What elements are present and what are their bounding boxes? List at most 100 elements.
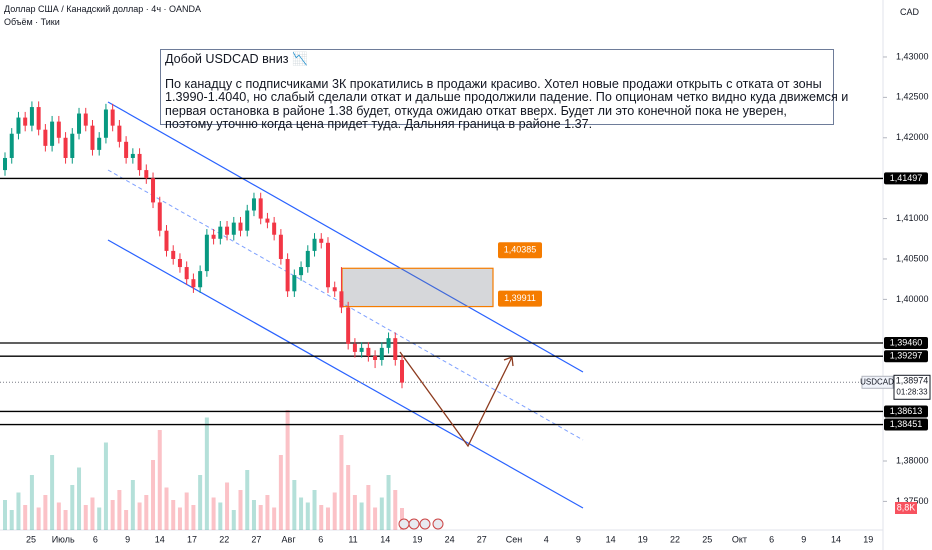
zone-label: 1,39911 [504,293,536,303]
volume-bar [130,480,135,530]
candle-body [386,338,391,348]
candle-body [70,133,75,158]
volume-bar [332,492,337,530]
volume-bar [204,417,209,530]
candle-body [191,279,196,288]
candle-body [278,234,283,259]
volume-bar [184,492,189,530]
x-tick-label: 19 [638,534,648,544]
volume-bar [231,510,236,530]
volume-last-label: 8,8K [897,502,916,512]
symbol-bg [861,375,894,389]
candle-body [124,141,129,158]
candle-body [3,157,7,171]
candle-body [157,202,162,231]
volume-bar [393,490,398,530]
volume-bar [386,475,391,530]
chart-title: Доллар США / Канадский доллар · 4ч · OAN… [4,4,202,14]
candle-body [319,238,324,243]
x-tick-label: 25 [702,534,712,544]
volume-bar [319,505,324,530]
volume-bar [278,455,283,530]
x-tick-label: 19 [412,534,422,544]
x-tick-label: Сен [506,534,523,544]
candle-body [312,238,317,251]
volume-bar [198,475,203,530]
level-label: 1,38613 [890,406,923,416]
zone-callout [498,290,542,307]
channel-mid [107,169,584,441]
volume-bar [151,460,156,530]
volume-pane [3,410,404,530]
last-price-label: 1,38974 [896,376,929,386]
volume-bar [90,497,95,530]
level-label: 1,41497 [890,173,923,183]
event-icons [398,518,444,530]
y-tick-label: 1,40500 [896,253,929,263]
candle-body [9,133,14,158]
candle-body [171,250,176,259]
volume-bar [63,510,68,530]
currency[interactable]: CAD [900,7,920,17]
note-line: первая остановка в районе 1.38 будет, от… [165,103,787,118]
event-icon [398,518,410,530]
candle-body [305,250,310,268]
candle-body [400,359,404,383]
note-title: Добой USDCAD вниз 📉 [165,52,308,66]
y-tick-label: 1,38000 [896,455,929,465]
candle-body [204,234,209,272]
chart-subtitle: Объём · Тики [4,17,60,27]
x-tick-label: 24 [445,534,455,544]
countdown-label: 01:28:33 [896,387,928,396]
candle-body [299,267,304,276]
volume-bar [70,485,75,530]
volume-bar [9,510,14,530]
y-tick-label: 1,41000 [896,213,929,223]
zone-label: 1,40385 [504,245,537,255]
x-tick-label: 14 [380,534,390,544]
candle-body [151,178,156,203]
level-label: 1,38451 [890,419,923,429]
x-tick-label: 6 [318,534,323,544]
candle-body [339,291,344,308]
level-label: 1,39297 [890,351,923,361]
volume-bar [379,497,384,530]
candle-body [272,222,277,235]
projection-arrowhead [503,356,514,367]
volume-bar [339,435,344,530]
x-tick-label: Окт [732,534,747,544]
x-tick-label: 22 [219,534,229,544]
candle-body [359,347,364,352]
x-tick-label: 9 [125,534,130,544]
x-tick-label: Июль [52,534,75,544]
y-tick-label: 1,37500 [896,496,929,506]
volume-bar [3,500,7,530]
y-tick-label: 1,43000 [896,51,929,61]
volume-bar [285,410,290,530]
level-label: 1,39460 [890,337,923,347]
candle-body [43,129,48,146]
candle-body [292,275,297,292]
candle-body [251,198,256,211]
volume-bar [325,507,330,530]
note-line: поэтому уточню когда цена придет туда. Д… [165,117,593,132]
candle-body [56,121,61,138]
candle-body [285,258,290,292]
volume-bar [251,500,256,530]
candle-body [238,222,243,231]
volume-bar [373,507,378,530]
candle-body [77,113,82,134]
candle-body [144,170,149,179]
last-price-bg [893,374,931,400]
volume-bar [171,500,176,530]
event-icon [408,518,420,530]
volume-bar [245,470,250,530]
volume-bar [225,482,230,530]
volume-bar [299,497,304,530]
y-tick-label: 1,42000 [896,132,929,142]
candle-body [83,113,88,126]
volume-bar [144,495,149,530]
volume-bar [366,485,371,530]
zone-callout [498,242,542,259]
